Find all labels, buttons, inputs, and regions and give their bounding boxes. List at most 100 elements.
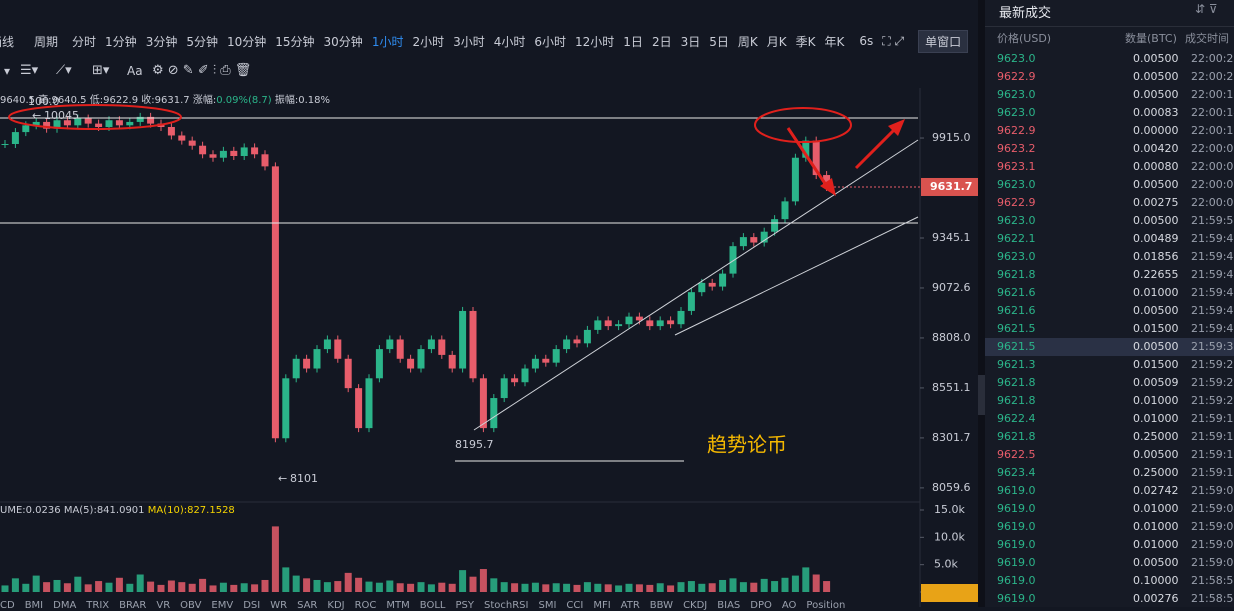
- indicator-tab[interactable]: WR: [270, 600, 288, 611]
- indicator-tab[interactable]: MFI: [593, 600, 611, 611]
- indicator-tab[interactable]: DMA: [53, 600, 77, 611]
- draw-button[interactable]: 画线: [0, 34, 15, 49]
- volume-bar: [95, 581, 103, 592]
- indicator-tab[interactable]: BRAR: [119, 600, 147, 611]
- indicator-tab[interactable]: Position: [806, 600, 846, 611]
- interval-button[interactable]: 1分钟: [105, 34, 137, 49]
- indicator-tab[interactable]: ROC: [354, 600, 377, 611]
- interval-button[interactable]: 30分钟: [323, 34, 363, 49]
- interval-button[interactable]: 3日: [680, 34, 701, 49]
- volume-info: UME:0.0236 MA(5):841.0901 MA(10):827.152…: [0, 505, 235, 516]
- candle: [240, 147, 248, 157]
- candle: [365, 378, 373, 429]
- interval-button[interactable]: 月K: [766, 34, 787, 49]
- interval-button[interactable]: 分时: [72, 34, 97, 49]
- volume-bar: [115, 577, 123, 592]
- candle: [178, 135, 186, 141]
- y-tick-label: 5.0k: [934, 558, 958, 571]
- indicator-tab[interactable]: BIAS: [717, 600, 741, 611]
- font-button[interactable]: Aa: [127, 64, 143, 78]
- trade-time: 22:00:14: [1191, 106, 1234, 119]
- indicator-tab[interactable]: BOLL: [419, 600, 446, 611]
- indicator-tab[interactable]: CCI: [566, 600, 584, 611]
- column-header: 数量(BTC): [1125, 32, 1177, 45]
- volume-bar: [646, 584, 654, 592]
- volume-bar: [511, 583, 519, 592]
- indicator-tab[interactable]: DPO: [750, 600, 772, 611]
- candle: [771, 219, 779, 232]
- volume-bar: [750, 582, 758, 592]
- candle: [438, 339, 446, 355]
- interval-button[interactable]: 5日: [709, 34, 729, 49]
- refresh-button[interactable]: 6s: [859, 34, 874, 48]
- indicator-tab[interactable]: EMV: [211, 600, 234, 611]
- indicator-tab[interactable]: MTM: [386, 600, 410, 611]
- indicator-tab[interactable]: ATR: [620, 600, 640, 611]
- interval-button[interactable]: 2日: [651, 34, 672, 49]
- trade-time: 21:59:23: [1191, 376, 1234, 389]
- trade-time: 21:59:58: [1191, 214, 1234, 227]
- indicator-tab[interactable]: BMI: [24, 600, 44, 611]
- interval-button[interactable]: 3分钟: [145, 34, 178, 49]
- trades-panel: 最新成交 ⇵ ⊽ 价格(USD) 数量(BTC) 成交时间 9623.0 0.00500…: [985, 0, 1234, 607]
- candle: [303, 358, 311, 369]
- indicator-tab[interactable]: AO: [781, 600, 797, 611]
- indicator-tab[interactable]: CD: [0, 600, 15, 611]
- interval-button[interactable]: 12小时: [575, 34, 615, 49]
- trade-qty: 0.01856: [1133, 250, 1179, 263]
- watermark: 趋势论币: [707, 433, 787, 457]
- indicator-tab[interactable]: KDJ: [327, 600, 345, 611]
- indicator-tab[interactable]: OBV: [180, 600, 202, 611]
- indicator-tab[interactable]: PSY: [455, 600, 475, 611]
- trade-price: 9619.0: [997, 520, 1036, 533]
- interval-button[interactable]: 10分钟: [226, 34, 267, 49]
- interval-button[interactable]: 年K: [824, 34, 845, 49]
- trade-time: 21:59:31: [1191, 340, 1234, 353]
- indicator-tab[interactable]: TRIX: [86, 600, 110, 611]
- candle: [115, 120, 123, 126]
- indicator-tab[interactable]: DSI: [243, 600, 261, 611]
- trade-row: 9621.5 0.00500 21:59:31: [985, 338, 1234, 356]
- volume-bar: [53, 579, 61, 592]
- volume-bar: [74, 576, 82, 592]
- interval-button[interactable]: 1小时: [371, 34, 404, 49]
- interval-button[interactable]: 3小时: [453, 34, 485, 49]
- volume-bar: [292, 575, 300, 592]
- interval-button[interactable]: 4小时: [493, 34, 526, 49]
- panel-icons[interactable]: ⇵ ⊽: [1195, 2, 1218, 16]
- indicator-tab[interactable]: SMI: [538, 600, 557, 611]
- candle: [355, 388, 363, 429]
- interval-button[interactable]: 1日: [623, 34, 643, 49]
- trade-price: 9623.0: [997, 88, 1036, 101]
- candle: [615, 324, 623, 327]
- trade-row: 9621.8 0.22655 21:59:49: [985, 266, 1234, 284]
- interval-button[interactable]: 15分钟: [275, 34, 315, 49]
- trade-price: 9623.0: [997, 106, 1036, 119]
- indicator-tab[interactable]: SAR: [297, 600, 318, 611]
- indicator-tab[interactable]: VR: [156, 600, 171, 611]
- interval-button[interactable]: 5分钟: [186, 34, 218, 49]
- trade-row: 9623.0 0.00500 22:00:22: [985, 50, 1234, 68]
- interval-button[interactable]: 周K: [737, 34, 758, 49]
- interval-button[interactable]: 6小时: [534, 34, 567, 49]
- volume-bar: [687, 581, 695, 592]
- trade-row: 9623.0 0.00083 22:00:14: [985, 104, 1234, 122]
- candle: [407, 358, 415, 369]
- interval-button[interactable]: 季K: [795, 34, 816, 49]
- interval-button[interactable]: 周期: [34, 34, 59, 49]
- trade-price: 9619.0: [997, 574, 1036, 587]
- collapse-handle: [978, 375, 985, 415]
- trade-row: 9619.0 0.01000 21:59:04: [985, 500, 1234, 518]
- indicator-tab[interactable]: BBW: [649, 600, 674, 611]
- window-button[interactable]: 单窗口: [918, 29, 969, 53]
- candle: [271, 166, 279, 439]
- indicator-tab[interactable]: CKDJ: [683, 600, 708, 611]
- volume-bar: [469, 576, 477, 592]
- interval-button[interactable]: 2小时: [412, 34, 445, 49]
- arrow: [854, 126, 898, 170]
- divider: [978, 0, 985, 607]
- volume-bar: [63, 583, 71, 592]
- candle: [781, 201, 789, 220]
- indicator-tab[interactable]: StochRSI: [484, 600, 529, 611]
